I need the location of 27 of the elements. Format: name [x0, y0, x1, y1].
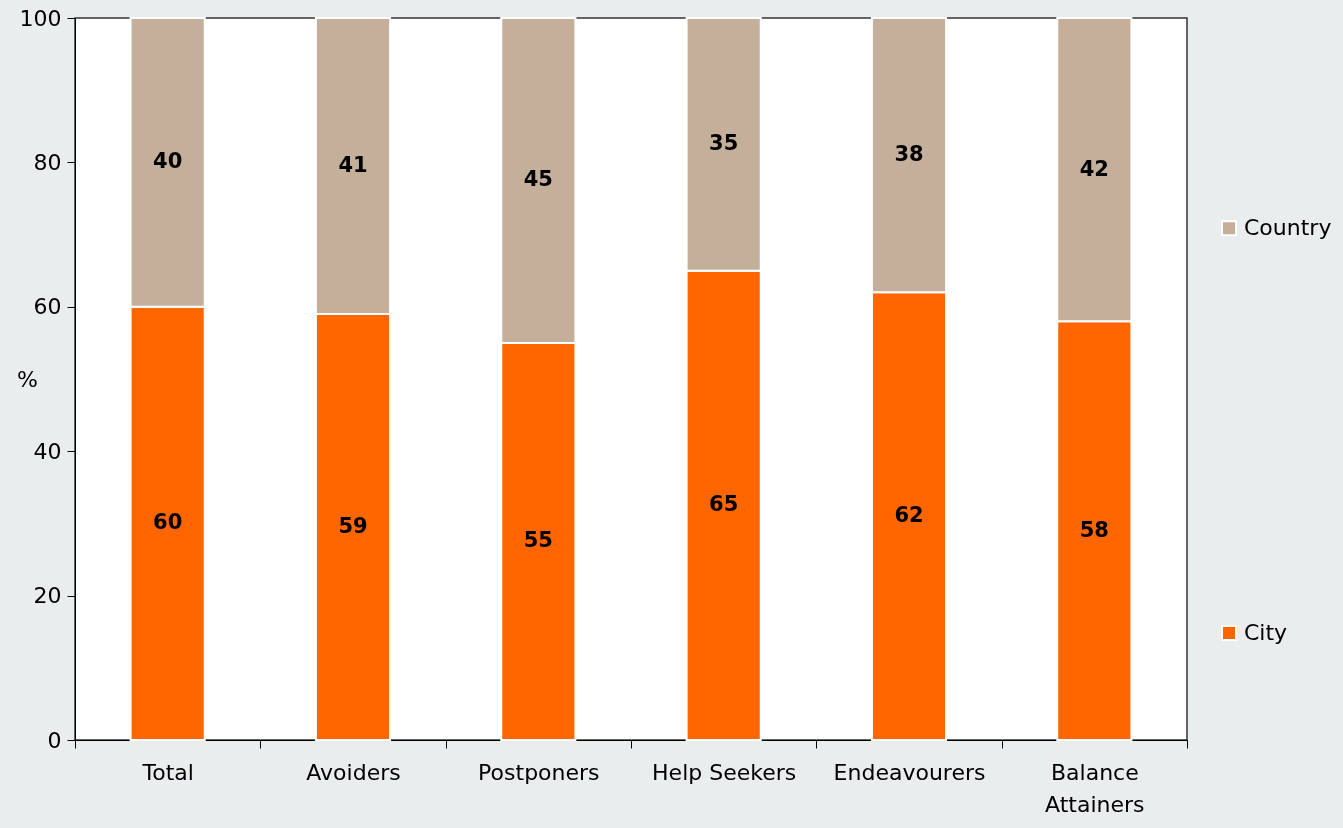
y-axis-title: %	[17, 366, 38, 392]
y-tick-label: 20	[33, 583, 62, 609]
x-tick-label: Endeavourers	[833, 759, 986, 785]
data-label: 38	[894, 142, 924, 167]
data-label: 59	[338, 514, 368, 539]
x-tick-label: Postponers	[478, 759, 600, 785]
data-label: 40	[153, 149, 183, 174]
y-tick-label: 100	[19, 5, 62, 31]
data-label: 42	[1079, 156, 1109, 181]
y-tick-label: 0	[47, 727, 62, 753]
x-tick-label: Avoiders	[306, 759, 401, 785]
data-label: 60	[153, 510, 183, 535]
data-label: 35	[709, 131, 739, 156]
y-tick-label: 60	[33, 294, 62, 320]
data-label: 45	[523, 167, 553, 192]
legend-label: City	[1244, 619, 1288, 645]
data-label: 58	[1079, 517, 1109, 542]
data-label: 41	[338, 153, 368, 178]
x-tick-label: Help Seekers	[652, 759, 797, 785]
data-label: 65	[709, 492, 739, 517]
data-label: 55	[523, 528, 553, 553]
y-tick-label: 80	[33, 149, 62, 175]
y-tick-label: 40	[33, 438, 62, 464]
x-tick-label: Balance Attainers	[1045, 759, 1145, 817]
data-label: 62	[894, 503, 924, 528]
x-tick-label: Total	[141, 759, 194, 785]
legend-label: Country	[1244, 215, 1332, 241]
